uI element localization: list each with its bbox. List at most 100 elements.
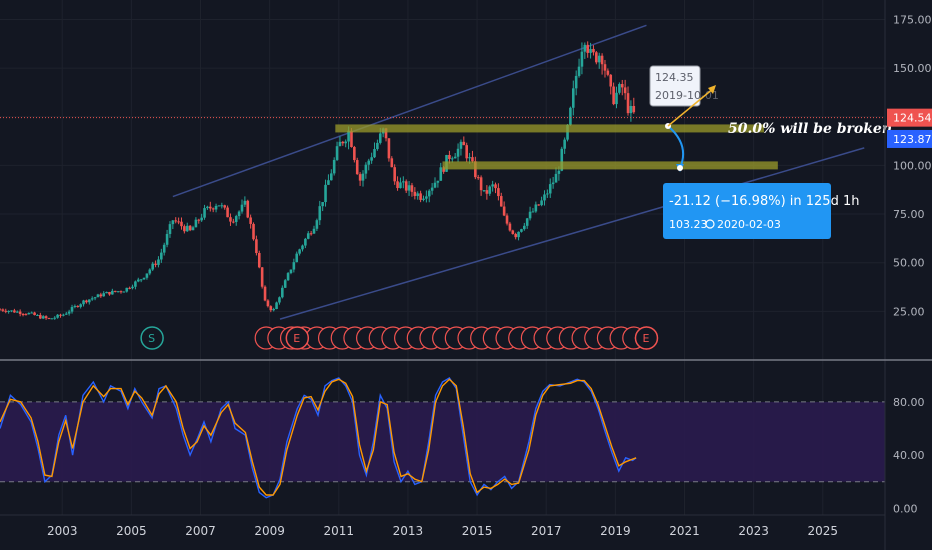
candle-body-83 bbox=[237, 211, 241, 217]
candle-body-172 bbox=[494, 184, 497, 189]
channel-upper-line bbox=[172, 24, 647, 198]
candle-body-192 bbox=[551, 182, 555, 185]
candle-body-17 bbox=[47, 318, 51, 320]
candle-body-214 bbox=[615, 92, 618, 105]
candle-body-179 bbox=[514, 233, 517, 238]
candle-body-193 bbox=[554, 173, 558, 183]
oscillator-band-layer bbox=[0, 401, 885, 483]
price-tooltip: 124.35 2019-10-01 bbox=[649, 65, 719, 107]
candle-body-147 bbox=[422, 198, 425, 200]
candle-body-195 bbox=[560, 148, 564, 171]
candle-body-27 bbox=[76, 305, 80, 307]
candle-body-205 bbox=[589, 48, 592, 53]
measure-date: 2020-02-03 bbox=[717, 218, 781, 231]
candle-body-41 bbox=[116, 291, 120, 293]
candle-body-71 bbox=[203, 208, 206, 218]
projection-target-dot bbox=[677, 165, 683, 171]
candle-body-44 bbox=[125, 287, 129, 292]
candle-body-59 bbox=[168, 224, 172, 234]
candle-body-119 bbox=[341, 141, 345, 144]
candle-body-149 bbox=[427, 190, 431, 197]
oscillator-y-tick-0: 80.00 bbox=[893, 396, 925, 409]
candle-body-47 bbox=[134, 281, 137, 287]
candle-body-213 bbox=[612, 86, 615, 105]
candle-body-196 bbox=[563, 139, 566, 149]
candle-body-108 bbox=[309, 233, 313, 235]
candle-body-134 bbox=[384, 128, 388, 139]
candle-body-171 bbox=[491, 184, 494, 187]
signal-marker-circle-0 bbox=[140, 326, 164, 350]
price-y-tick-1: 150.00 bbox=[893, 62, 932, 75]
oscillator-series-1 bbox=[0, 378, 637, 496]
candle-body-61 bbox=[174, 220, 178, 222]
candle-body-6 bbox=[15, 311, 19, 313]
x-tick-6: 2015 bbox=[462, 524, 493, 538]
candle-body-48 bbox=[136, 279, 140, 282]
candle-body-78 bbox=[223, 205, 227, 208]
candle-body-124 bbox=[355, 160, 359, 175]
candle-body-169 bbox=[485, 190, 489, 194]
candle-body-215 bbox=[618, 84, 621, 93]
candle-body-190 bbox=[546, 193, 549, 195]
candle-body-32 bbox=[90, 298, 94, 300]
oscillator-lines-layer bbox=[0, 377, 637, 499]
candle-body-40 bbox=[113, 290, 117, 292]
candle-body-50 bbox=[142, 277, 146, 280]
candle-body-72 bbox=[206, 206, 209, 209]
candle-body-184 bbox=[528, 211, 532, 219]
price-y-tick-5: 50.00 bbox=[893, 257, 925, 270]
candle-body-29 bbox=[82, 300, 85, 305]
candle-body-107 bbox=[306, 233, 310, 239]
candle-body-53 bbox=[151, 263, 154, 270]
candle-body-180 bbox=[517, 231, 520, 238]
candle-body-157 bbox=[450, 158, 454, 160]
candle-body-46 bbox=[131, 286, 134, 289]
candlestick-layer bbox=[0, 41, 636, 320]
candle-body-126 bbox=[361, 173, 365, 181]
candle-body-220 bbox=[632, 105, 636, 113]
candle-body-86 bbox=[246, 200, 250, 218]
candle-body-121 bbox=[347, 130, 350, 142]
candle-body-101 bbox=[289, 269, 293, 274]
price-y-tick-6: 25.00 bbox=[893, 305, 925, 318]
candle-body-186 bbox=[534, 204, 538, 212]
candle-body-181 bbox=[520, 229, 523, 232]
candle-body-145 bbox=[416, 193, 420, 196]
candle-body-31 bbox=[88, 299, 91, 303]
candle-body-208 bbox=[597, 55, 601, 63]
candle-body-175 bbox=[502, 206, 506, 216]
candle-body-131 bbox=[376, 142, 379, 150]
candle-body-66 bbox=[188, 225, 192, 231]
oscillator-y-ticks: 80.00 40.00 0.00 bbox=[893, 396, 925, 515]
candle-body-135 bbox=[387, 138, 391, 159]
candle-body-87 bbox=[249, 217, 252, 224]
candle-body-26 bbox=[73, 305, 77, 307]
candle-body-94 bbox=[269, 306, 273, 311]
candle-body-141 bbox=[404, 181, 408, 191]
candle-body-12 bbox=[33, 312, 36, 316]
candle-body-162 bbox=[465, 145, 468, 159]
x-tick-2: 2007 bbox=[185, 524, 216, 538]
candle-body-13 bbox=[36, 314, 39, 316]
tooltip-date: 2019-10-01 bbox=[655, 89, 719, 102]
candle-body-187 bbox=[537, 204, 541, 206]
candle-body-120 bbox=[344, 141, 348, 144]
candle-body-100 bbox=[286, 273, 290, 281]
price-y-tick-4: 75.00 bbox=[893, 208, 925, 221]
candle-body-217 bbox=[623, 87, 627, 94]
signal-marker-label-1: E bbox=[293, 332, 300, 345]
candle-body-63 bbox=[180, 221, 183, 227]
candle-body-200 bbox=[574, 75, 578, 89]
candle-body-115 bbox=[329, 173, 333, 181]
measure-box: -21.12 (−16.98%) in 125d 1h 103.23 2020-… bbox=[663, 183, 859, 239]
candle-body-146 bbox=[419, 193, 422, 200]
candle-body-68 bbox=[194, 219, 198, 228]
candle-body-49 bbox=[139, 279, 143, 281]
candle-body-111 bbox=[318, 206, 322, 221]
candle-body-21 bbox=[59, 314, 62, 316]
candle-body-122 bbox=[350, 130, 353, 148]
candle-body-18 bbox=[50, 318, 54, 320]
candle-body-64 bbox=[183, 226, 186, 232]
